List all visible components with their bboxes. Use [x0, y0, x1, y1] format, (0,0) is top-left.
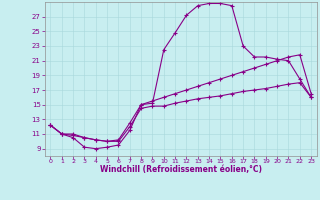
- X-axis label: Windchill (Refroidissement éolien,°C): Windchill (Refroidissement éolien,°C): [100, 165, 262, 174]
